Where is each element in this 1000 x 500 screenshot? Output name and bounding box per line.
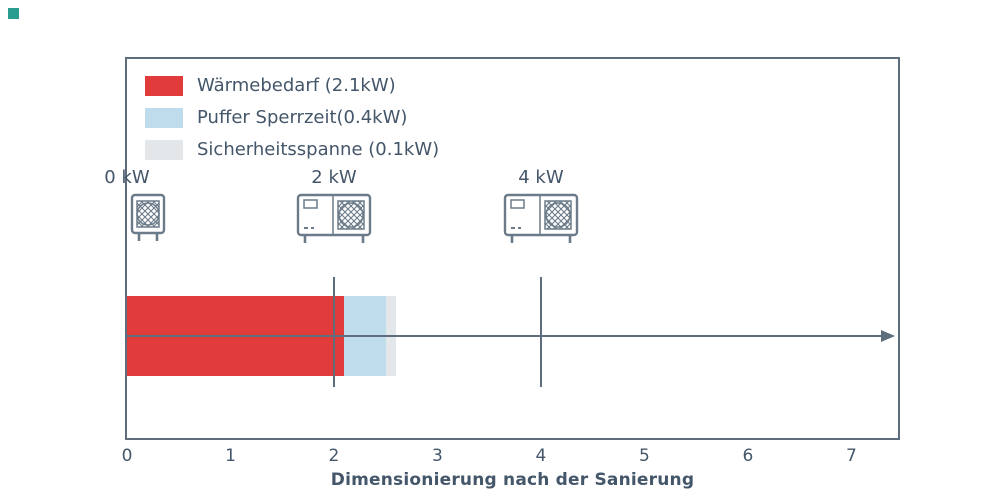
x-tick-label: 7 xyxy=(846,446,857,466)
legend-item: Wärmebedarf (2.1kW) xyxy=(145,75,439,96)
x-tick-label: 1 xyxy=(225,446,236,466)
legend-swatch xyxy=(145,107,183,128)
x-tick-label: 4 xyxy=(535,446,547,466)
x-tick-label: 3 xyxy=(432,446,443,466)
heat-pump-double-fan-icon xyxy=(296,193,372,245)
kw-marker-line xyxy=(332,277,335,387)
x-tick-label: 0 xyxy=(121,446,133,466)
plot-area: Wärmebedarf (2.1kW) Puffer Sperrzeit(0.4k… xyxy=(104,57,900,440)
x-axis-title: Dimensionierung nach der Sanierung xyxy=(330,470,695,490)
legend-label: Sicherheitsspanne (0.1kW) xyxy=(197,139,440,160)
x-axis-arrow-head-icon xyxy=(880,330,895,342)
legend-item: Puffer Sperrzeit(0.4kW) xyxy=(145,107,439,128)
heat-pump-double-fan-icon xyxy=(503,193,579,245)
corner-marker xyxy=(8,8,19,19)
kw-marker-line xyxy=(539,277,542,387)
kw-label: 2 kW xyxy=(311,167,357,188)
legend-label: Wärmebedarf (2.1kW) xyxy=(197,75,396,96)
x-tick-label: 2 xyxy=(328,446,340,466)
legend-swatch xyxy=(145,75,183,96)
legend-swatch xyxy=(145,139,183,160)
legend-item: Sicherheitsspanne (0.1kW) xyxy=(145,139,439,160)
x-tick-label: 6 xyxy=(742,446,754,466)
x-tick-label: 5 xyxy=(639,446,650,466)
kw-label: 0 kW xyxy=(104,167,150,188)
legend-label: Puffer Sperrzeit(0.4kW) xyxy=(197,107,408,128)
heat-pump-single-fan-icon xyxy=(130,193,166,243)
kw-label: 4 kW xyxy=(518,167,564,188)
x-axis-arrow-line xyxy=(127,335,882,337)
legend: Wärmebedarf (2.1kW) Puffer Sperrzeit(0.4k… xyxy=(145,75,439,160)
